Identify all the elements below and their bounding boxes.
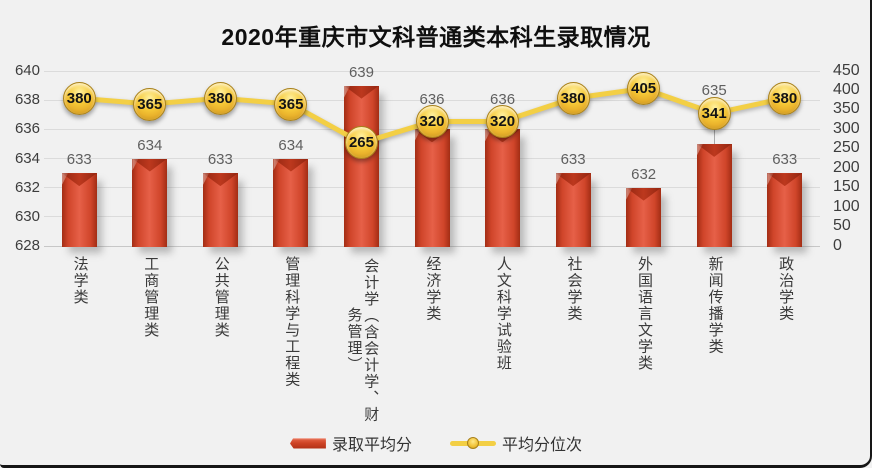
right-axis-tick-label: 150 bbox=[833, 178, 860, 196]
line-marker-value: 341 bbox=[697, 96, 731, 130]
category-label: 人文科学试验班 bbox=[494, 256, 512, 372]
gridline bbox=[44, 70, 820, 72]
bar bbox=[132, 158, 168, 247]
bar-value-label: 635 bbox=[701, 82, 727, 100]
line-marker-value: 320 bbox=[415, 105, 449, 139]
left-axis-tick-label: 638 bbox=[14, 91, 40, 109]
gridline bbox=[44, 99, 820, 101]
line-marker-value: 380 bbox=[768, 81, 802, 115]
bar bbox=[626, 187, 662, 247]
category-label: 外国语言文学类 bbox=[636, 256, 654, 372]
chart-title: 2020年重庆市文科普通类本科生录取情况 bbox=[221, 24, 651, 50]
left-axis-tick-label: 634 bbox=[14, 149, 40, 167]
line-marker-value: 380 bbox=[203, 81, 237, 115]
left-axis-tick-label: 632 bbox=[14, 178, 40, 196]
line-marker-value: 320 bbox=[486, 105, 520, 139]
legend-line-label: 平均分位次 bbox=[502, 437, 583, 454]
bar bbox=[555, 173, 591, 247]
bar bbox=[343, 85, 379, 247]
left-axis-tick-label: 640 bbox=[14, 62, 40, 79]
category-label: 社会学类 bbox=[565, 256, 583, 322]
bar-value-label: 633 bbox=[207, 151, 233, 169]
legend-item-bar-series: 录取平均分 bbox=[289, 431, 412, 455]
right-axis-tick-label: 50 bbox=[833, 217, 851, 235]
right-axis-tick-label: 300 bbox=[833, 119, 860, 137]
bar bbox=[696, 143, 732, 247]
bar-value-label: 634 bbox=[278, 136, 304, 154]
bar-value-label: 632 bbox=[631, 165, 657, 183]
right-axis-tick-label: 250 bbox=[833, 139, 860, 157]
bar-series-swatch-icon bbox=[289, 437, 326, 449]
right-axis-tick-label: 100 bbox=[833, 197, 860, 215]
line-marker-value: 380 bbox=[62, 81, 96, 115]
line-marker-value: 365 bbox=[133, 87, 167, 121]
right-axis-tick-label: 200 bbox=[833, 158, 860, 176]
bar bbox=[414, 129, 450, 247]
line-marker-value: 405 bbox=[627, 72, 661, 105]
right-axis-tick-label: 0 bbox=[833, 236, 842, 254]
category-label: 法学类 bbox=[71, 256, 89, 306]
line-marker-value: 265 bbox=[344, 126, 378, 160]
bar-value-label: 633 bbox=[66, 151, 92, 169]
line-series-swatch-icon bbox=[450, 437, 496, 449]
line-marker-value: 365 bbox=[274, 87, 308, 121]
category-label: 工商管理类 bbox=[142, 256, 160, 339]
left-axis-tick-label: 628 bbox=[14, 237, 40, 254]
right-axis-tick-label: 350 bbox=[833, 100, 860, 118]
bar bbox=[767, 173, 803, 247]
bar-value-label: 636 bbox=[490, 90, 516, 108]
bar-value-label: 634 bbox=[137, 136, 163, 154]
category-label: 政治学类 bbox=[777, 256, 795, 322]
category-label: 公共管理类 bbox=[212, 256, 230, 339]
right-axis-tick-label: 400 bbox=[833, 80, 860, 98]
bar-value-label: 633 bbox=[560, 151, 586, 169]
line-marker-dot-icon bbox=[467, 437, 479, 449]
category-label: 会计学（含会计学、财务管理） bbox=[345, 257, 380, 423]
category-label: 新闻传播学类 bbox=[706, 256, 724, 355]
bar bbox=[202, 173, 238, 247]
left-axis-tick-label: 630 bbox=[14, 207, 40, 225]
legend-bar-label: 录取平均分 bbox=[331, 437, 412, 454]
bar bbox=[485, 129, 521, 247]
line-marker-value: 380 bbox=[556, 81, 590, 115]
bar bbox=[273, 158, 309, 247]
bar-value-label: 633 bbox=[772, 151, 798, 169]
bar bbox=[61, 173, 97, 247]
right-axis-tick-label: 450 bbox=[833, 61, 860, 79]
bar-value-label: 636 bbox=[419, 90, 445, 108]
bar-value-label: 639 bbox=[348, 63, 374, 81]
category-label: 管理科学与工程类 bbox=[283, 256, 301, 388]
legend-item-line-series: 平均分位次 bbox=[450, 431, 582, 455]
legend: 录取平均分 平均分位次 bbox=[0, 431, 872, 455]
left-axis-tick-label: 636 bbox=[14, 120, 40, 138]
category-label: 经济学类 bbox=[424, 256, 442, 322]
